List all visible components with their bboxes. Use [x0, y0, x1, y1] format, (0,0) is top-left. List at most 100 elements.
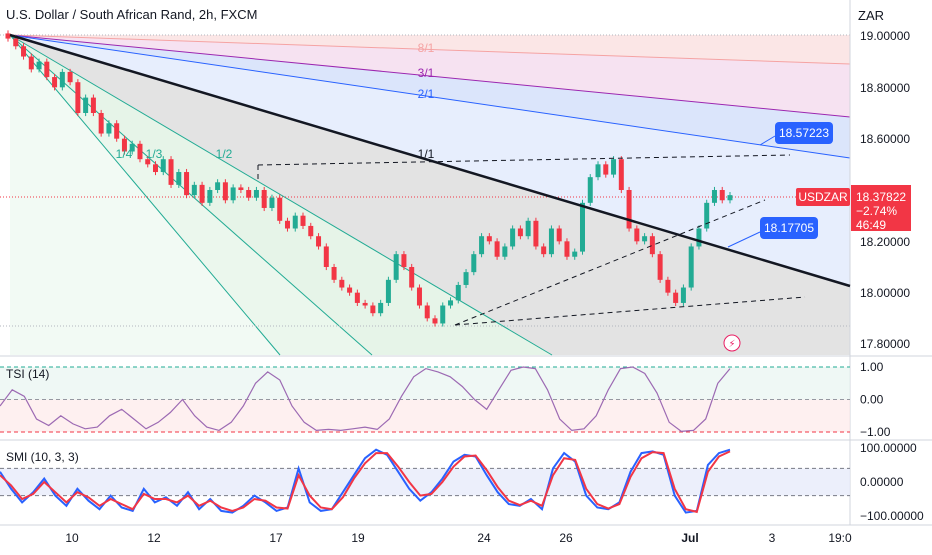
- candle-body: [323, 246, 329, 267]
- candle-body: [696, 228, 702, 247]
- candle-body: [184, 172, 190, 196]
- candle-body: [393, 254, 399, 280]
- price-tick-label: 18.80000: [860, 81, 910, 95]
- callout-box-2: [760, 217, 818, 239]
- smi-band: [0, 468, 850, 496]
- candle-body: [153, 164, 159, 173]
- candle-body: [424, 305, 430, 319]
- candle-body: [83, 97, 89, 113]
- candle-body: [385, 279, 391, 303]
- candle-body: [611, 159, 617, 175]
- price-axis[interactable]: 19.0000018.8000018.6000018.4000018.20000…: [796, 29, 911, 351]
- candle-body: [199, 184, 205, 203]
- time-tick-label: 26: [559, 531, 573, 545]
- candle-body: [448, 300, 454, 306]
- candle-body: [502, 246, 508, 257]
- fan-line-3-1: [9, 34, 851, 118]
- candle-body: [145, 159, 151, 165]
- candle-body: [378, 302, 384, 314]
- candle-body: [463, 272, 469, 285]
- candle-body: [517, 228, 523, 237]
- price-tick-label: 18.60000: [860, 132, 910, 146]
- candle-body: [362, 302, 368, 306]
- tsi-level-label: 1.00: [860, 360, 884, 374]
- settings-button[interactable]: [856, 527, 932, 550]
- callout-box-1: [775, 122, 833, 144]
- fan-line-8-1: [9, 34, 851, 65]
- candle-body: [238, 187, 244, 190]
- candle-body: [432, 318, 438, 324]
- gann-fan-labels: 8/1 3/1 2/1 1/1 1/2 1/3 1/4: [116, 41, 435, 161]
- candle-body: [308, 225, 314, 237]
- candle-body: [572, 251, 578, 257]
- time-tick-label: Jul: [681, 531, 698, 545]
- candle-body: [603, 164, 609, 175]
- lightning-glyph: ⚡: [728, 339, 735, 350]
- smi-signal-line: [0, 450, 731, 514]
- main-price-pane[interactable]: 18.57223 18.17705 ⚡ 8/1 3/1 2/1 1/1 1/2 1/3 1/4: [0, 0, 932, 526]
- candle-body: [106, 123, 112, 134]
- last-price-box: [851, 185, 911, 231]
- candle-body: [525, 220, 531, 237]
- candle-body: [471, 254, 477, 273]
- candle-body: [253, 190, 259, 198]
- candle-body: [261, 190, 267, 208]
- candle-body: [207, 190, 213, 203]
- tsi-level-label: 0.00: [860, 393, 884, 407]
- smi-level-label: 0.00000: [860, 475, 904, 489]
- fan-label: 2/1: [418, 87, 435, 101]
- smi-level-label: −100.00000: [860, 509, 924, 523]
- candle-body: [479, 236, 485, 255]
- candle-body: [370, 305, 376, 314]
- tsi-title: TSI (14): [6, 367, 50, 381]
- candle-body: [222, 182, 228, 201]
- smi-pane[interactable]: 100.00000 0.00000 −100.00000: [0, 441, 924, 523]
- candle-body: [339, 279, 345, 288]
- candle-body: [533, 220, 539, 247]
- main-grid: [0, 0, 932, 526]
- candle-body: [114, 123, 120, 139]
- candle-body: [269, 197, 275, 208]
- candle-body: [455, 284, 461, 301]
- candle-body: [5, 33, 11, 39]
- time-axis[interactable]: 10 12 17 19 24 26 Jul 3 19:0: [65, 531, 852, 545]
- fan-label: 3/1: [418, 66, 435, 80]
- fan-label: 1/3: [146, 147, 163, 161]
- candle-body: [292, 215, 298, 229]
- tsi-line: [0, 366, 731, 433]
- time-tick-label: 12: [147, 531, 161, 545]
- candle-body: [409, 267, 415, 288]
- candlesticks: [5, 30, 733, 327]
- candle-body: [246, 190, 252, 198]
- candle-body: [129, 143, 135, 152]
- trend-drawings: 18.57223 18.17705 ⚡: [9, 33, 851, 352]
- time-tick-label: 10: [65, 531, 79, 545]
- candle-body: [36, 61, 42, 70]
- candle-body: [300, 215, 306, 226]
- candle-body: [665, 279, 671, 293]
- time-tick-label: 19:0: [828, 531, 852, 545]
- last-price: 18.37822: [856, 190, 906, 204]
- candle-body: [541, 246, 547, 255]
- price-tick-label: 19.00000: [860, 29, 910, 43]
- countdown: 46:49: [856, 218, 886, 232]
- candle-body: [673, 292, 679, 303]
- chart-title: U.S. Dollar / South African Rand, 2h, FX…: [6, 7, 258, 22]
- candle-body: [510, 228, 516, 247]
- candle-body: [440, 305, 446, 324]
- candle-body: [67, 71, 73, 83]
- currency-label: ZAR: [858, 8, 884, 23]
- tsi-pane[interactable]: 1.00 0.00 −1.00: [0, 360, 891, 439]
- candle-body: [642, 236, 648, 242]
- price-tick-label: 18.20000: [860, 235, 910, 249]
- change-pct: −2.74%: [856, 204, 897, 218]
- candle-body: [168, 159, 174, 185]
- dashed-channel-bottom: [454, 296, 806, 326]
- candle-body: [13, 38, 19, 47]
- fan-label: 1/2: [216, 147, 233, 161]
- candle-body: [401, 254, 407, 267]
- symbol-tag: USDZAR: [798, 190, 848, 204]
- candle-body: [649, 236, 655, 255]
